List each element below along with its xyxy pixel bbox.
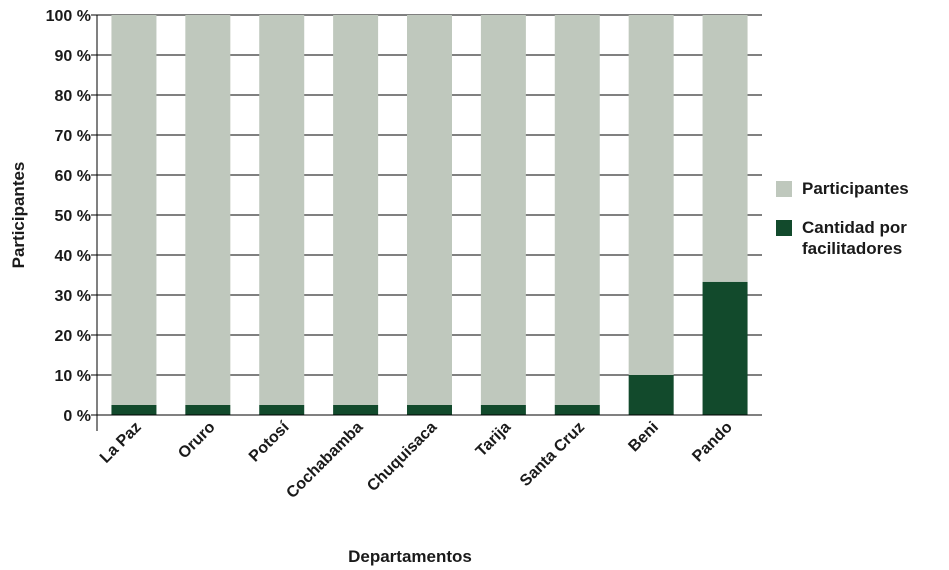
- x-tick-label: Pando: [689, 419, 736, 466]
- y-tick-label: 90 %: [55, 48, 91, 65]
- x-tick-label: Cochabamba: [283, 419, 366, 502]
- x-tick-label: La Paz: [97, 419, 145, 467]
- x-tick-label: Oruro: [175, 419, 219, 463]
- bar-participantes: [111, 15, 157, 405]
- legend-label-participantes: Participantes: [802, 179, 909, 198]
- bar-participantes: [185, 15, 231, 405]
- bar-participantes: [480, 15, 526, 405]
- legend-swatch-cantidad-por-facilitadores: [776, 220, 792, 236]
- legend: Participantes Cantidad por facilitadores: [776, 178, 949, 277]
- y-tick-label: 60 %: [55, 168, 91, 185]
- bar-cantidad-por-facilitadores: [407, 405, 452, 415]
- y-tick-label: 0 %: [63, 408, 91, 425]
- y-tick-label: 40 %: [55, 248, 91, 265]
- bar-cantidad-por-facilitadores: [480, 405, 526, 415]
- bar-cantidad-por-facilitadores: [628, 375, 674, 415]
- y-tick-label: 30 %: [55, 288, 91, 305]
- y-tick-label: 80 %: [55, 88, 91, 105]
- legend-item-participantes: Participantes: [776, 178, 949, 199]
- y-tick-labels: 0 % 10 % 20 % 30 % 40 % 50 % 60 % 70 % 80 % 90 % 1…: [46, 8, 91, 425]
- bar-cantidad-por-facilitadores: [702, 281, 748, 415]
- bar-cantidad-por-facilitadores: [111, 405, 157, 415]
- legend-swatch-participantes: [776, 181, 792, 197]
- y-tick-label: 10 %: [55, 368, 91, 385]
- x-tick-label: Potosí: [246, 418, 293, 465]
- y-tick-label: 50 %: [55, 208, 91, 225]
- axes: [91, 15, 762, 431]
- bar-participantes: [333, 15, 379, 405]
- y-tick-label: 70 %: [55, 128, 91, 145]
- x-tick-label: Chuquisaca: [364, 419, 440, 495]
- x-tick-label: Santa Cruz: [517, 419, 588, 490]
- bar-cantidad-por-facilitadores: [333, 405, 379, 415]
- bar-cantidad-por-facilitadores: [259, 405, 305, 415]
- bar-participantes: [628, 15, 674, 375]
- bar-participantes: [407, 15, 452, 405]
- bar-participantes: [702, 15, 748, 282]
- x-tick-label: Beni: [625, 419, 662, 456]
- bar-cantidad-por-facilitadores: [554, 405, 600, 415]
- x-axis-title: Departamentos: [348, 547, 472, 566]
- bar-participantes: [259, 15, 305, 405]
- bar-cantidad-por-facilitadores: [185, 405, 231, 415]
- legend-item-cantidad-por-facilitadores: Cantidad por facilitadores: [776, 217, 949, 259]
- bar-participantes: [554, 15, 600, 405]
- legend-label-cantidad-por-facilitadores: Cantidad por facilitadores: [802, 218, 907, 258]
- y-tick-label: 20 %: [55, 328, 91, 345]
- y-tick-label: 100 %: [46, 8, 91, 25]
- x-tick-label: Tarija: [473, 419, 514, 460]
- y-axis-title: Participantes: [9, 162, 28, 269]
- bars: [111, 15, 748, 415]
